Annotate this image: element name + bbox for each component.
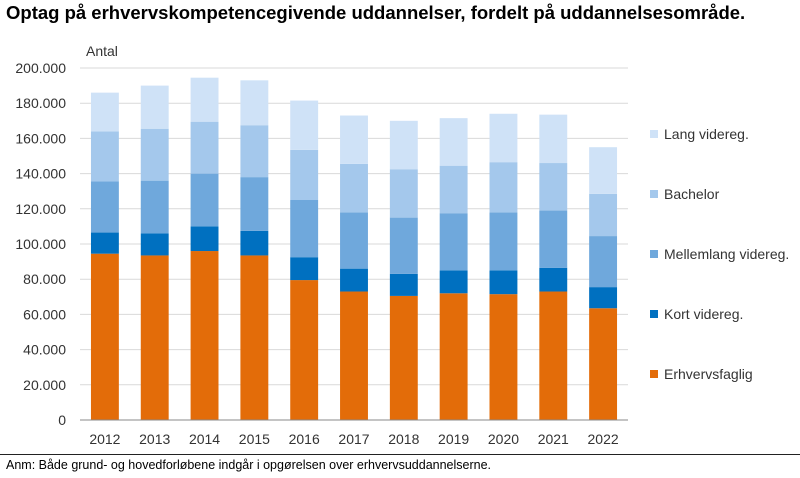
y-tick-label: 120.000 — [15, 201, 66, 217]
x-tick-label: 2020 — [488, 431, 519, 447]
x-tick-label: 2014 — [189, 431, 220, 447]
bar-segment — [140, 233, 169, 256]
bar-segment — [290, 200, 319, 258]
bar-segment — [340, 291, 368, 420]
x-tick-label: 2015 — [239, 431, 270, 447]
bar-segment — [140, 255, 169, 420]
bar-segment — [290, 280, 319, 420]
bars — [90, 77, 618, 420]
legend: Lang videreg. Bachelor Mellemlang videreg.… — [650, 126, 789, 382]
y-tick-label: 140.000 — [15, 166, 66, 182]
chart-title: Optag på erhvervskompetencegivende uddan… — [6, 2, 746, 23]
x-tick-label: 2012 — [89, 431, 120, 447]
bar-segment — [539, 291, 568, 420]
bar-segment — [589, 193, 618, 237]
bar-segment — [389, 295, 418, 420]
bar-segment — [539, 114, 568, 164]
x-tick-labels: 2012 2013 2014 2015 2016 2017 2018 2019 2020 2021… — [89, 431, 619, 447]
x-tick-label: 2013 — [139, 431, 170, 447]
y-tick-label: 20.000 — [23, 377, 66, 393]
bar-segment — [489, 212, 518, 271]
bar-segment — [340, 163, 368, 213]
legend-swatch — [650, 250, 658, 258]
y-tick-label: 60.000 — [23, 306, 66, 322]
legend-label: Lang videreg. — [664, 126, 749, 142]
bar-segment — [589, 147, 618, 194]
bar-segment — [539, 267, 568, 292]
bar-segment — [290, 100, 319, 150]
bar-segment — [190, 121, 219, 174]
bar-segment — [190, 251, 219, 420]
bar-segment — [389, 120, 418, 170]
y-tick-label: 0 — [58, 412, 66, 428]
legend-label: Erhvervsfaglig — [664, 366, 753, 382]
bar-segment — [389, 273, 418, 296]
bar-segment — [240, 230, 269, 256]
bar-segment — [489, 270, 518, 295]
legend-swatch — [650, 130, 658, 138]
y-axis-label: Antal — [86, 43, 118, 59]
bar-segment — [439, 270, 468, 294]
y-tick-label: 180.000 — [15, 95, 66, 111]
y-tick-labels: 0 20.000 40.000 60.000 80.000 100.000 120.000 1… — [15, 60, 66, 428]
bar-segment — [140, 85, 169, 129]
bar-segment — [340, 212, 368, 269]
bar-segment — [539, 210, 568, 268]
bar-segment — [290, 257, 319, 281]
bar-segment — [439, 118, 468, 166]
bar-segment — [340, 115, 368, 164]
bar-segment — [240, 80, 269, 126]
bar-segment — [539, 163, 568, 211]
bar-segment — [240, 125, 269, 178]
bar-segment — [140, 180, 169, 234]
x-tick-label: 2022 — [588, 431, 619, 447]
y-tick-label: 200.000 — [15, 60, 66, 76]
bar-segment — [190, 173, 219, 227]
legend-label: Kort videreg. — [664, 306, 743, 322]
bar-segment — [389, 169, 418, 218]
x-tick-label: 2019 — [438, 431, 469, 447]
stacked-bar-chart: Antal 0 20.000 40.000 60.000 80.000 100.000 12… — [15, 43, 789, 447]
bar-segment — [290, 149, 319, 200]
bar-segment — [489, 113, 518, 163]
y-tick-label: 100.000 — [15, 236, 66, 252]
bar-segment — [240, 177, 269, 231]
bar-segment — [190, 226, 219, 252]
bar-segment — [589, 308, 618, 420]
bar-segment — [589, 287, 618, 309]
bar-segment — [140, 128, 169, 181]
footer-divider — [0, 454, 800, 455]
legend-swatch — [650, 310, 658, 318]
x-tick-label: 2021 — [538, 431, 569, 447]
legend-label: Bachelor — [664, 186, 720, 202]
bar-segment — [90, 232, 119, 254]
bar-segment — [240, 255, 269, 420]
legend-swatch — [650, 190, 658, 198]
bar-segment — [589, 236, 618, 288]
bar-segment — [90, 181, 119, 233]
bar-segment — [439, 213, 468, 271]
legend-label: Mellemlang videreg. — [664, 246, 789, 262]
bar-segment — [190, 77, 219, 122]
bar-segment — [439, 165, 468, 214]
bar-segment — [90, 131, 119, 182]
legend-swatch — [650, 370, 658, 378]
bar-segment — [389, 217, 418, 274]
footer-note: Anm: Både grund- og hovedforløbene indgå… — [6, 458, 492, 472]
y-tick-label: 160.000 — [15, 130, 66, 146]
y-tick-label: 80.000 — [23, 271, 66, 287]
x-tick-label: 2016 — [289, 431, 320, 447]
x-tick-label: 2017 — [338, 431, 369, 447]
bar-segment — [90, 92, 119, 132]
bar-segment — [439, 293, 468, 420]
bar-segment — [340, 268, 368, 292]
bar-segment — [489, 294, 518, 420]
y-tick-label: 40.000 — [23, 342, 66, 358]
bar-segment — [489, 162, 518, 213]
bar-segment — [90, 253, 119, 420]
x-tick-label: 2018 — [388, 431, 419, 447]
